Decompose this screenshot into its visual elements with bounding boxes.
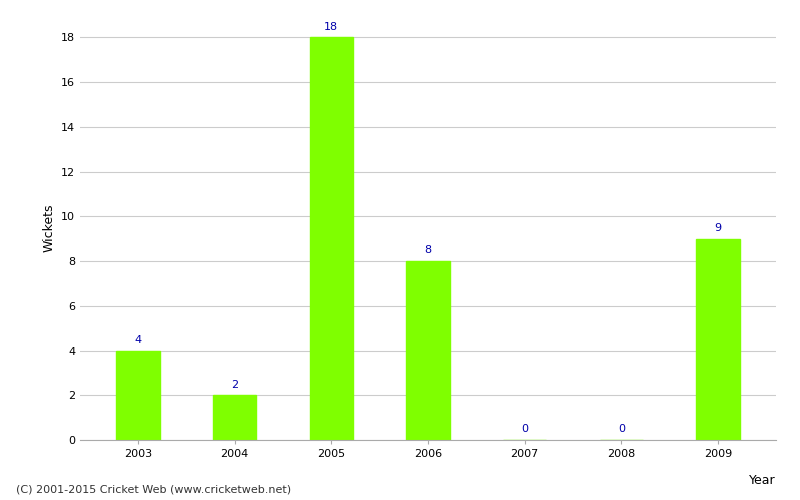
Bar	[310, 38, 353, 440]
Y-axis label: Wickets: Wickets	[42, 203, 55, 252]
Bar	[696, 238, 740, 440]
Text: 0: 0	[521, 424, 528, 434]
Text: 18: 18	[324, 22, 338, 32]
Bar	[116, 350, 160, 440]
Bar	[406, 261, 450, 440]
Text: 4: 4	[134, 335, 142, 345]
Text: 2: 2	[231, 380, 238, 390]
Bar	[213, 396, 257, 440]
Text: 9: 9	[714, 223, 722, 233]
Text: Year: Year	[750, 474, 776, 487]
Text: (C) 2001-2015 Cricket Web (www.cricketweb.net): (C) 2001-2015 Cricket Web (www.cricketwe…	[16, 485, 291, 495]
Text: 8: 8	[425, 246, 431, 256]
Text: 0: 0	[618, 424, 625, 434]
